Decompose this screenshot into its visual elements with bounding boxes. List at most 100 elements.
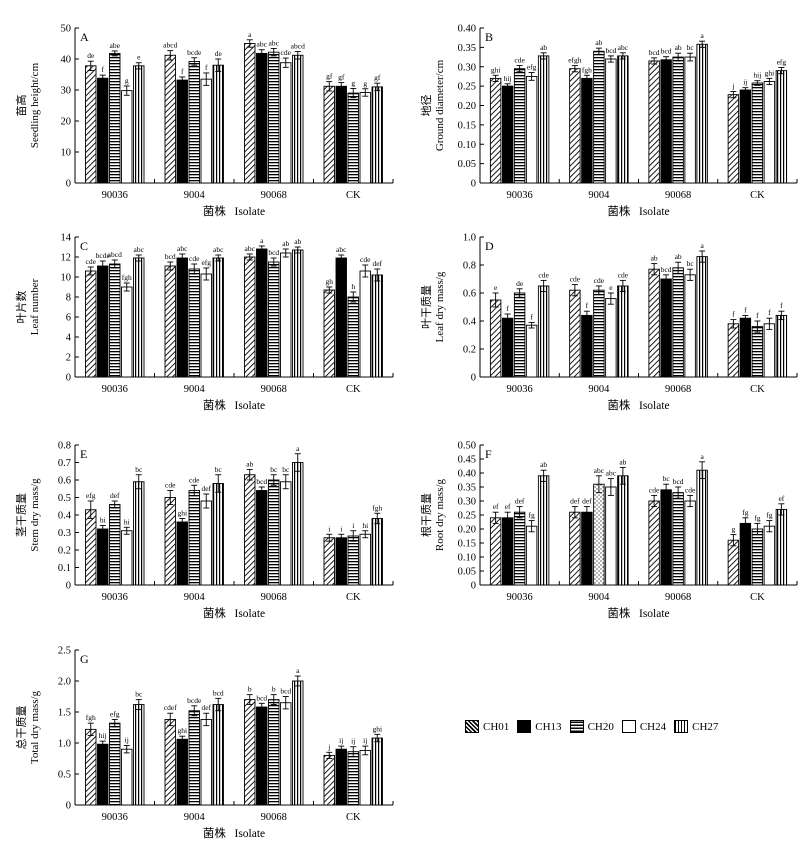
y-tick-label: 0.6 [58, 476, 71, 487]
significance-letter: ef [505, 502, 511, 511]
bar-ch13-ck [335, 537, 347, 586]
x-tick-label: 90036 [102, 812, 128, 823]
bar-ch27-90068 [292, 54, 304, 184]
significance-letter: ij [743, 78, 747, 87]
significance-letter: ef [493, 502, 499, 511]
bar-ch24-90036 [121, 530, 133, 586]
x-tick-label: 9004 [588, 190, 610, 201]
bar-ch24-90068 [684, 500, 696, 586]
chart-panel-e: 0 0.1 0.2 0.3 0.4 0.5 0.6 0.7 0.8 E 茎干质量Stem dry m… [15, 441, 394, 620]
significance-letter: de [87, 51, 95, 60]
bar-ch13-ck [335, 85, 347, 184]
significance-letter: efg [110, 709, 120, 718]
bar-ch27-9004 [617, 475, 629, 586]
y-tick-label: 0.6 [463, 289, 476, 300]
significance-letter: abc [177, 244, 188, 253]
bar-ch27-ck [371, 274, 383, 378]
bar-ch01-90068 [244, 699, 256, 806]
y-tick-label: 0 [66, 801, 71, 812]
bar-ch20-90036 [109, 263, 121, 378]
y-tick-label: 0.5 [58, 493, 71, 504]
bar-ch24-ck [359, 270, 371, 378]
significance-letter: fg [742, 508, 748, 517]
significance-letter: hi [100, 516, 106, 525]
significance-letter: def [201, 484, 211, 493]
x-axis-label: 菌株 Isolate [607, 204, 669, 218]
significance-letter: abcd [108, 250, 122, 259]
significance-letter: bcde [96, 251, 111, 260]
significance-letter: hij [99, 731, 107, 740]
x-tick-label: 9004 [184, 190, 206, 201]
y-tick-label: 0.25 [458, 511, 476, 522]
significance-letter: fgh [582, 65, 592, 74]
significance-letter: a [700, 31, 704, 40]
bar-ch24-9004 [200, 78, 212, 184]
bar-ch13-90068 [660, 278, 672, 378]
significance-letter: g [732, 525, 736, 534]
bar-ch27-90036 [133, 65, 145, 184]
significance-letter: bc [687, 43, 695, 52]
panel-label: B [485, 30, 493, 44]
panel-label: E [80, 447, 87, 461]
legend-label: CH27 [692, 720, 719, 733]
x-axis-label: 菌株 Isolate [203, 606, 265, 620]
bar-ch13-ck [335, 257, 347, 378]
significance-letter: cde [360, 255, 371, 264]
bar-ch13-9004 [176, 257, 188, 378]
significance-letter: bcd [605, 46, 616, 55]
legend-swatch-ch13 [517, 720, 532, 733]
significance-letter: ij [351, 737, 355, 746]
bar-ch20-90036 [513, 511, 526, 586]
significance-letter: efg [201, 258, 211, 267]
bar-ch20-90068 [268, 51, 280, 184]
bar-ch01-9004 [164, 497, 176, 586]
significance-letter: f [181, 67, 184, 76]
bar-ch01-ck [323, 289, 335, 378]
bar-ch20-ck [347, 92, 359, 184]
bar-ch24-90068 [280, 252, 292, 378]
bar-ch24-ck [359, 533, 371, 586]
x-tick-label: 90068 [665, 190, 691, 201]
bar-ch13-90036 [501, 85, 514, 184]
significance-letter: cde [165, 481, 176, 490]
bar-ch20-90068 [268, 479, 280, 586]
bar-ch13-90036 [97, 528, 109, 586]
x-axis-label: 菌株 Isolate [203, 826, 265, 840]
x-tick-label: 9004 [588, 592, 610, 603]
significance-letter: abcd [291, 42, 305, 51]
significance-letter: cde [538, 270, 549, 279]
significance-letter: abe [110, 41, 121, 50]
legend-label: CH24 [639, 720, 667, 733]
legend-item-ch01: CH01 [465, 720, 509, 733]
y-tick-label: 0.35 [458, 483, 476, 494]
significance-letter: bcd [256, 693, 267, 702]
significance-letter: def [515, 497, 525, 506]
y-tick-label: 0.4 [58, 511, 72, 522]
y-tick-label: 0.40 [458, 469, 476, 480]
significance-letter: f [744, 305, 747, 314]
y-axis-label: 地径Ground diameter/cm [420, 59, 446, 151]
bar-ch24-9004 [200, 273, 212, 378]
y-tick-label: 0.7 [58, 458, 71, 469]
bar-ch20-90036 [513, 68, 526, 184]
significance-letter: a [260, 236, 264, 245]
bar-ch01-9004 [164, 718, 176, 806]
significance-letter: a [248, 30, 252, 39]
bar-ch01-90036 [489, 517, 502, 586]
bar-ch13-90068 [256, 248, 268, 378]
bar-ch27-ck [775, 314, 788, 378]
panel-label: D [485, 239, 494, 253]
bar-ch20-ck [347, 535, 359, 586]
y-tick-label: 0.10 [458, 553, 476, 564]
y-tick-label: 1.0 [58, 739, 71, 750]
significance-letter: fg [754, 513, 760, 522]
legend: CH01 CH13 CH20 CH24 CH27 [465, 720, 726, 733]
significance-letter: a [700, 241, 704, 250]
y-tick-label: 2 [66, 353, 71, 364]
bar-ch20-ck [347, 751, 359, 806]
significance-letter: abc [606, 469, 617, 478]
significance-letter: efg [527, 63, 537, 72]
x-tick-label: 9004 [588, 384, 610, 395]
significance-letter: bcd [256, 477, 267, 486]
x-tick-label: 90036 [102, 384, 128, 395]
